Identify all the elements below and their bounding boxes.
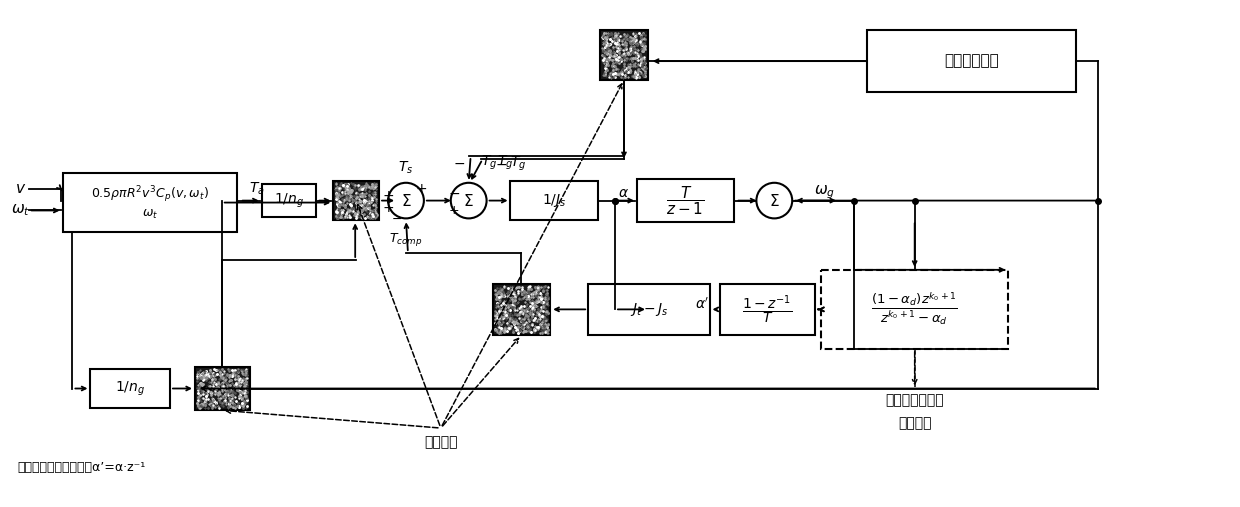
Text: $\omega_t$: $\omega_t$ bbox=[11, 203, 30, 219]
Text: $\alpha$: $\alpha$ bbox=[618, 186, 629, 200]
Text: $\dfrac{T}{z-1}$: $\dfrac{T}{z-1}$ bbox=[666, 184, 706, 217]
Text: $T_g$: $T_g$ bbox=[481, 154, 497, 172]
Text: $-$: $-$ bbox=[392, 212, 403, 225]
Text: $-$: $-$ bbox=[496, 157, 507, 171]
Text: $-$: $-$ bbox=[448, 186, 460, 200]
Circle shape bbox=[388, 183, 424, 219]
Text: 风力机控制器: 风力机控制器 bbox=[944, 54, 998, 68]
Text: 字滤波器: 字滤波器 bbox=[898, 416, 931, 430]
Text: $+$: $+$ bbox=[448, 204, 459, 217]
Text: $\dfrac{(1-\alpha_d)z^{k_0+1}}{z^{k_0+1}-\alpha_d}$: $\dfrac{(1-\alpha_d)z^{k_0+1}}{z^{k_0+1}… bbox=[872, 292, 959, 328]
Circle shape bbox=[451, 183, 486, 219]
Text: $\Sigma$: $\Sigma$ bbox=[464, 193, 474, 208]
Bar bbox=[719, 283, 815, 335]
Text: $T_a$: $T_a$ bbox=[249, 180, 264, 197]
Text: $T_{comp}$: $T_{comp}$ bbox=[389, 231, 423, 248]
Bar bbox=[195, 367, 249, 410]
Text: $1/n_g$: $1/n_g$ bbox=[274, 192, 304, 210]
Text: $\omega_g$: $\omega_g$ bbox=[815, 184, 836, 201]
Bar bbox=[867, 30, 1076, 92]
Text: 注：加速度时滞表现为α’=α·z⁻¹: 注：加速度时滞表现为α’=α·z⁻¹ bbox=[17, 461, 146, 474]
Circle shape bbox=[756, 183, 792, 219]
Bar bbox=[600, 30, 647, 80]
Text: $1/J_s$: $1/J_s$ bbox=[542, 192, 567, 209]
Text: +: + bbox=[382, 189, 394, 203]
Bar bbox=[492, 283, 551, 335]
Text: $1/n_g$: $1/n_g$ bbox=[115, 379, 145, 397]
Text: $-$: $-$ bbox=[453, 156, 465, 170]
Bar bbox=[511, 181, 598, 221]
Bar bbox=[62, 173, 237, 232]
Text: 本发明的高阶数: 本发明的高阶数 bbox=[885, 393, 944, 408]
Text: 通信时滞: 通信时滞 bbox=[424, 435, 458, 449]
Text: $v$: $v$ bbox=[15, 181, 26, 196]
Bar bbox=[262, 184, 316, 218]
Text: $0.5\rho\pi R^2v^3C_p(v,\omega_t)$
$\omega_t$: $0.5\rho\pi R^2v^3C_p(v,\omega_t)$ $\ome… bbox=[91, 184, 208, 221]
Bar bbox=[821, 270, 1008, 349]
Text: $T_g$: $T_g$ bbox=[511, 155, 527, 173]
Bar bbox=[91, 369, 170, 408]
Text: $\dfrac{1-z^{-1}}{T}$: $\dfrac{1-z^{-1}}{T}$ bbox=[742, 293, 792, 326]
Text: $T_s$: $T_s$ bbox=[398, 160, 414, 176]
Bar bbox=[334, 181, 379, 221]
Text: $\Sigma$: $\Sigma$ bbox=[769, 193, 780, 208]
Bar bbox=[637, 179, 734, 223]
Text: $\alpha'$: $\alpha'$ bbox=[696, 297, 709, 312]
Text: $\Sigma$: $\Sigma$ bbox=[401, 193, 412, 208]
Text: $+$: $+$ bbox=[415, 182, 427, 196]
Text: $J_t-J_s$: $J_t-J_s$ bbox=[630, 301, 668, 318]
Text: $T_g$: $T_g$ bbox=[497, 154, 513, 172]
Bar bbox=[588, 283, 709, 335]
Text: +: + bbox=[382, 200, 394, 214]
